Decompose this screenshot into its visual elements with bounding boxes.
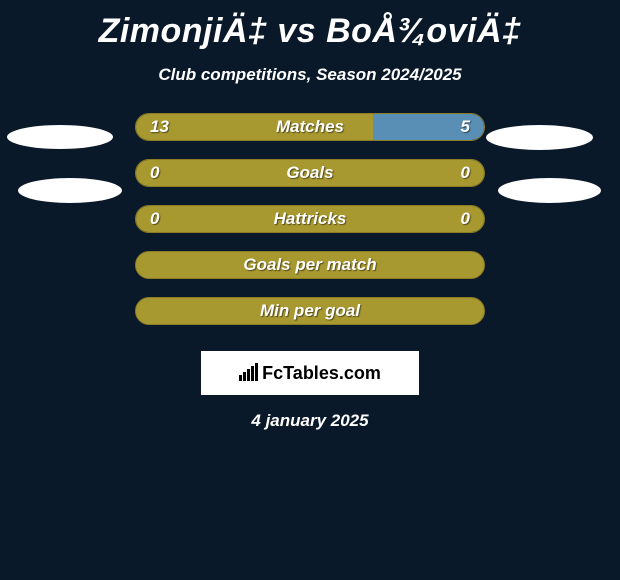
stat-right-segment: 0 xyxy=(460,160,484,186)
stat-row: Min per goal xyxy=(135,297,485,325)
watermark-bar xyxy=(247,369,250,381)
player-ellipse xyxy=(498,178,601,203)
player-ellipse xyxy=(486,125,593,150)
stat-label: Goals per match xyxy=(243,255,376,275)
watermark-text: FcTables.com xyxy=(239,363,381,384)
watermark-label: FcTables.com xyxy=(262,363,381,384)
subtitle: Club competitions, Season 2024/2025 xyxy=(158,65,461,85)
stat-right-value: 0 xyxy=(461,209,470,229)
bars-icon xyxy=(239,365,258,381)
watermark-bar xyxy=(239,375,242,381)
stat-left-value: 0 xyxy=(150,209,159,229)
stats-area: 13 5 Matches 0 0 Goals 0 0 Hattricks Goals per ma… xyxy=(135,113,485,343)
stat-row: 0 0 Goals xyxy=(135,159,485,187)
watermark-bar xyxy=(243,372,246,381)
stat-label: Hattricks xyxy=(274,209,347,229)
stat-right-segment: 5 xyxy=(373,114,484,140)
stat-left-value: 13 xyxy=(150,117,169,137)
watermark-bar xyxy=(255,363,258,381)
watermark-bar xyxy=(251,366,254,381)
stat-left-value: 0 xyxy=(150,163,159,183)
stat-row: 13 5 Matches xyxy=(135,113,485,141)
page-title: ZimonjiÄ‡ vs BoÅ¾oviÄ‡ xyxy=(99,12,522,51)
stat-label: Min per goal xyxy=(260,301,360,321)
stat-label: Matches xyxy=(276,117,344,137)
watermark: FcTables.com xyxy=(201,351,419,395)
stat-label: Goals xyxy=(286,163,333,183)
comparison-container: ZimonjiÄ‡ vs BoÅ¾oviÄ‡ Club competitions… xyxy=(0,0,620,439)
stat-right-segment: 0 xyxy=(460,206,484,232)
date-text: 4 january 2025 xyxy=(251,411,368,431)
stat-right-value: 5 xyxy=(461,117,470,137)
stat-right-value: 0 xyxy=(461,163,470,183)
player-ellipse xyxy=(18,178,122,203)
stat-row: 0 0 Hattricks xyxy=(135,205,485,233)
stat-row: Goals per match xyxy=(135,251,485,279)
player-ellipse xyxy=(7,125,113,149)
